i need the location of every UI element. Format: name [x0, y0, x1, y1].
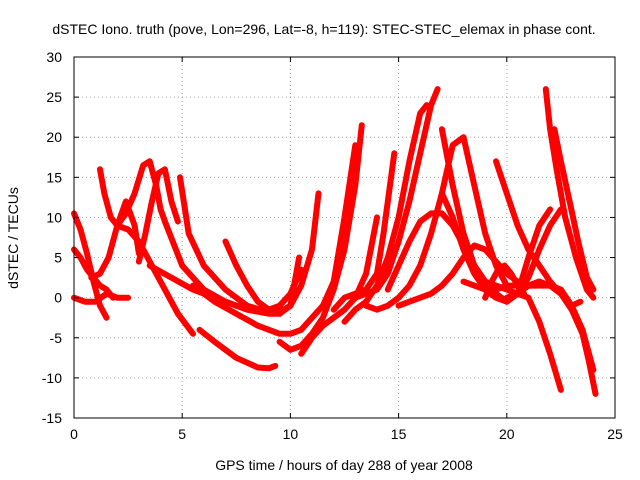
- series-arc-15: [298, 214, 380, 357]
- x-tick-label: 20: [499, 426, 515, 442]
- y-tick-label: 15: [46, 169, 62, 185]
- axis-ticks: 0 5 10 15 20 25 -15 -10 -5 0 5 10 15 20 25 30: [42, 49, 623, 442]
- x-tick-label: 0: [70, 426, 78, 442]
- series-group: [71, 86, 599, 397]
- series-arc-3: [71, 290, 132, 305]
- series-arc-27: [542, 86, 597, 301]
- y-tick-label: 5: [54, 250, 62, 266]
- x-tick-label: 25: [607, 426, 623, 442]
- series-arc-16: [330, 150, 398, 313]
- y-tick-label: 0: [54, 290, 62, 306]
- series-arc-30: [482, 262, 528, 301]
- series-arc-13: [222, 238, 283, 317]
- series-arc-11: [190, 142, 359, 337]
- series-arc-5: [88, 198, 142, 281]
- series-arc-26: [503, 278, 599, 397]
- y-tick-label: 10: [46, 209, 62, 225]
- y-tick-label: -15: [42, 410, 62, 426]
- series-arc-9: [161, 218, 303, 317]
- chart-title: dSTEC Iono. truth (pove, Lon=296, Lat=-8…: [52, 21, 595, 37]
- series-arc-6: [114, 158, 168, 229]
- series-arc-14: [276, 122, 365, 353]
- series-arc-29: [514, 206, 554, 297]
- y-tick-label: -10: [42, 370, 62, 386]
- y-tick-label: -5: [50, 330, 63, 346]
- series-arc-28: [551, 126, 597, 293]
- x-axis-label: GPS time / hours of day 288 of year 2008: [215, 457, 473, 473]
- x-tick-label: 15: [391, 426, 407, 442]
- series-arc-12: [196, 326, 279, 372]
- series-arc-1: [71, 210, 110, 321]
- series-arc-23: [438, 190, 564, 305]
- y-axis-label: dSTEC / TECUs: [5, 187, 21, 289]
- y-tick-label: 25: [46, 89, 62, 105]
- y-tick-label: 20: [46, 129, 62, 145]
- x-tick-label: 5: [178, 426, 186, 442]
- series-arc-17: [341, 102, 430, 325]
- plot-frame: [73, 56, 616, 419]
- y-tick-label: 30: [46, 49, 62, 65]
- series-arc-7: [135, 166, 181, 265]
- plot-border: [73, 56, 616, 419]
- series-arc-18: [352, 86, 441, 301]
- series-arc-10: [146, 262, 305, 313]
- x-tick-label: 10: [283, 426, 299, 442]
